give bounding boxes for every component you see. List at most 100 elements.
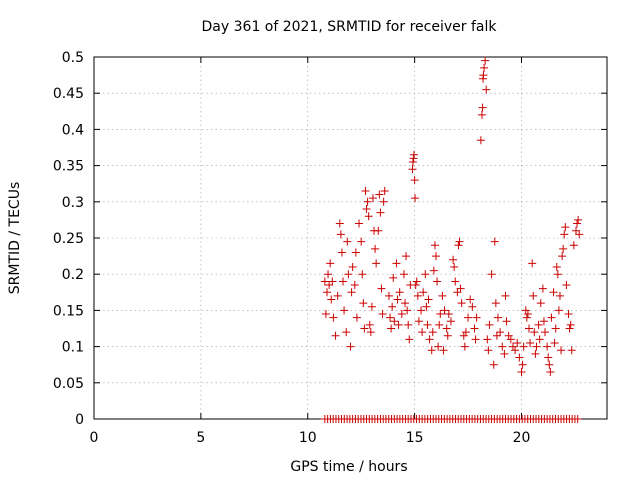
data-point [541, 328, 550, 337]
data-point [538, 284, 547, 293]
data-point [408, 165, 417, 174]
y-tick-label: 0.3 [62, 195, 84, 211]
data-point [534, 320, 543, 329]
data-point [489, 360, 498, 369]
data-point [481, 56, 490, 65]
data-point [365, 320, 374, 329]
data-point [506, 335, 515, 344]
data-point [557, 346, 566, 355]
data-point [468, 302, 477, 311]
data-point [550, 338, 559, 347]
data-point [422, 302, 431, 311]
data-point [375, 190, 384, 199]
data-point [521, 306, 530, 315]
data-point [553, 270, 562, 279]
data-point [417, 306, 426, 315]
data-point [384, 291, 393, 300]
data-point [477, 110, 486, 119]
data-point [472, 313, 481, 322]
data-point [478, 103, 487, 112]
data-point [449, 255, 458, 264]
data-point [549, 288, 558, 297]
data-point [387, 324, 396, 333]
chart-title: Day 361 of 2021, SRMTID for receiver fal… [202, 19, 498, 35]
data-point [536, 299, 545, 308]
data-point [362, 205, 371, 214]
data-point [504, 331, 513, 340]
data-point [551, 324, 560, 333]
y-tick-label: 0.1 [62, 340, 84, 356]
data-point [464, 313, 473, 322]
y-tick-label: 0 [75, 412, 84, 428]
data-point [513, 338, 522, 347]
x-tick-label: 0 [90, 430, 99, 446]
data-point [322, 288, 331, 297]
data-point [423, 320, 432, 329]
data-point [366, 328, 375, 337]
data-point [539, 317, 548, 326]
data-point [405, 335, 414, 344]
y-tick-label: 0.2 [62, 267, 84, 283]
data-point [393, 295, 402, 304]
data-point [327, 295, 336, 304]
data-point [456, 284, 465, 293]
data-point [368, 194, 377, 203]
data-point [460, 342, 469, 351]
data-point [424, 295, 433, 304]
data-point [324, 270, 333, 279]
data-point [360, 324, 369, 333]
data-point [519, 342, 528, 351]
data-point [457, 299, 466, 308]
data-point [357, 237, 366, 246]
data-point [484, 346, 493, 355]
data-point [380, 186, 389, 195]
x-tick-label: 10 [299, 430, 317, 446]
data-point [490, 237, 499, 246]
data-point [562, 281, 571, 290]
data-point [351, 248, 360, 257]
data-point [565, 324, 574, 333]
data-point [404, 320, 413, 329]
data-point [517, 367, 526, 376]
data-point [371, 244, 380, 253]
data-point [461, 328, 470, 337]
axes: 0 0.05 0.1 0.15 0.2 0.25 0.3 0.35 0.4 0.45 0.5 0 5 10… [53, 50, 607, 446]
data-point [412, 277, 421, 286]
data-point [544, 353, 553, 362]
data-point [429, 266, 438, 275]
data-point [531, 349, 540, 358]
data-point [470, 324, 479, 333]
data-point [523, 310, 532, 319]
y-axis-label: SRMTID / TECUs [7, 182, 23, 295]
data-point [511, 346, 520, 355]
data-point [532, 342, 541, 351]
data-point [390, 317, 399, 326]
data-point [559, 244, 568, 253]
y-tick-label: 0.05 [53, 376, 84, 392]
data-point [493, 313, 502, 322]
y-tick-label: 0.5 [62, 50, 84, 66]
data-point [479, 71, 488, 80]
data-point [392, 259, 401, 268]
data-point [455, 237, 464, 246]
data-point [359, 299, 368, 308]
data-point [569, 241, 578, 250]
data-point [524, 324, 533, 333]
data-point [410, 176, 419, 185]
data-point [408, 157, 417, 166]
data-point [344, 270, 353, 279]
data-point [377, 284, 386, 293]
data-point [501, 291, 510, 300]
data-point [466, 295, 475, 304]
data-point [476, 136, 485, 145]
data-point [482, 85, 491, 94]
data-point [413, 291, 422, 300]
data-point [418, 328, 427, 337]
data-point [364, 212, 373, 221]
data-point [411, 194, 420, 203]
data-point [325, 281, 334, 290]
x-tick-label: 5 [196, 430, 205, 446]
zero-data-point [573, 415, 582, 423]
